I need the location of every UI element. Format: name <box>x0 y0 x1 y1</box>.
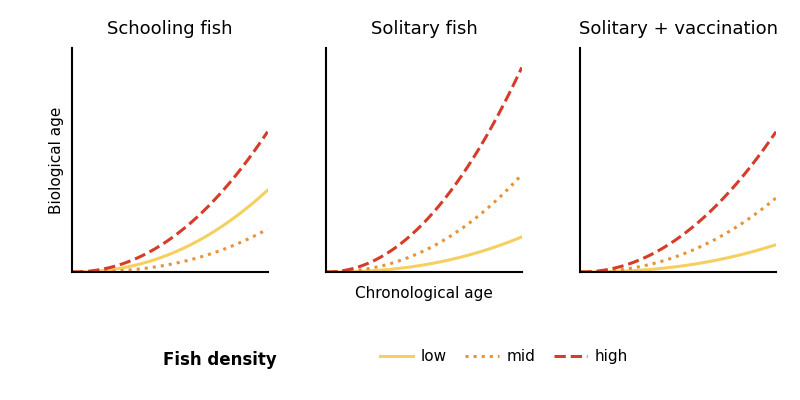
Legend: low, mid, high: low, mid, high <box>374 343 634 370</box>
Title: Schooling fish: Schooling fish <box>107 20 233 38</box>
Text: Fish density: Fish density <box>162 351 288 369</box>
X-axis label: Chronological age: Chronological age <box>355 286 493 301</box>
Y-axis label: Biological age: Biological age <box>49 106 64 214</box>
Title: Solitary + vaccination: Solitary + vaccination <box>578 20 778 38</box>
Title: Solitary fish: Solitary fish <box>370 20 478 38</box>
